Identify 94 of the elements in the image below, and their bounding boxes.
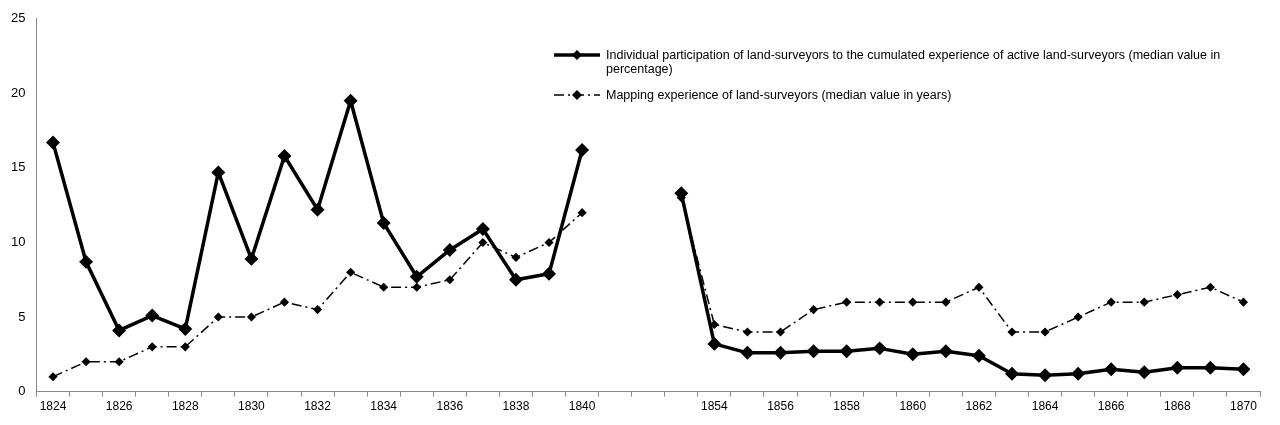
point [445,275,455,285]
point [908,297,918,307]
point [1007,327,1017,337]
x-tick-label: 1832 [304,399,332,414]
x-tick-label: 1858 [833,399,861,414]
x-tick-label: 1862 [965,399,993,414]
x-tick-label: 1836 [436,399,464,414]
point [278,149,291,163]
point [1173,290,1182,299]
point [809,305,818,314]
point [344,94,357,108]
point [509,273,523,287]
point [1073,312,1083,322]
point [311,203,324,216]
point [710,320,719,329]
point [1071,367,1085,380]
point [776,327,785,337]
point [48,372,58,381]
y-tick-label: 5 [18,308,26,324]
point [147,342,157,352]
point [313,305,322,314]
point [708,337,721,351]
point [112,324,126,337]
legend-label: Mapping experience of land-surveyors (median value in years) [606,88,952,102]
point [1138,365,1151,379]
point [1171,361,1184,374]
point [179,322,192,336]
point [81,357,91,367]
point [906,348,920,361]
point [1038,368,1052,382]
y-tick-label: 25 [10,10,26,26]
point [741,346,754,360]
point [476,222,490,236]
point [212,166,225,179]
point [807,345,820,358]
point [577,208,587,217]
point [46,136,60,149]
point [1237,362,1250,376]
point [181,342,190,352]
point [542,267,556,281]
x-tick-label: 1834 [370,399,398,414]
x-tick-label: 1860 [899,399,927,414]
point [410,270,423,284]
point [443,243,457,257]
point [1206,282,1215,292]
point [544,238,554,247]
point [114,357,124,367]
point [743,327,752,337]
x-tick-label: 1830 [238,399,266,414]
x-tick-label: 1856 [767,399,795,414]
x-tick-label: 1826 [105,399,133,414]
point [840,345,853,358]
point [1040,327,1050,337]
point [972,349,986,363]
point [478,238,488,247]
point [145,309,159,322]
point [939,345,953,358]
x-tick-label: 1870 [1230,399,1258,414]
point [1239,297,1248,307]
point [1106,297,1116,307]
point [575,143,589,157]
x-tick-label: 1864 [1031,399,1059,414]
point [875,297,884,307]
point [1140,297,1149,307]
point [774,346,787,360]
point [1204,361,1217,374]
point [941,297,951,307]
point [280,297,289,307]
point [346,268,355,277]
point [79,255,93,269]
y-tick-label: 0 [18,383,26,399]
x-tick-label: 1828 [171,399,199,414]
point [247,312,256,322]
point [214,312,223,322]
point [842,297,851,307]
point [511,253,521,262]
y-tick-label: 10 [10,234,26,250]
point [873,342,886,355]
point [974,282,984,292]
legend-label: Individual participation of land-surveyors to the cumulated experience of active land-surveyors (median value in percentage) [606,48,1222,76]
point [377,216,390,230]
point [379,282,388,292]
y-tick-label: 15 [10,159,26,175]
x-tick-label: 1840 [568,399,596,414]
x-tick-label: 1868 [1163,399,1191,414]
y-tick-label: 20 [10,84,26,100]
point [245,252,258,266]
point [412,282,421,292]
point [1104,362,1118,376]
x-tick-label: 1824 [39,399,67,414]
x-tick-label: 1854 [701,399,729,414]
point [1005,367,1019,380]
x-tick-label: 1866 [1097,399,1125,414]
x-tick-label: 1838 [502,399,530,414]
